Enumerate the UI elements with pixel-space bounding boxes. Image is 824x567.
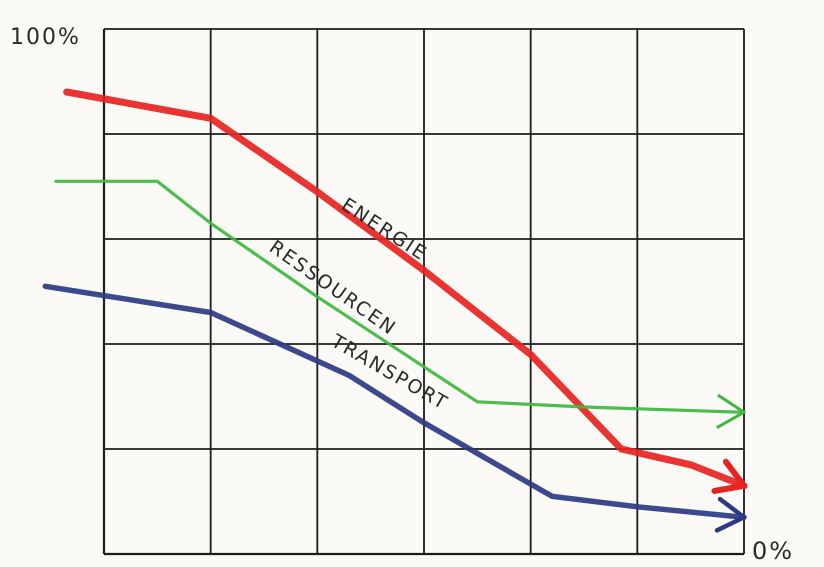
y-tick-label-top: 100% <box>10 25 81 50</box>
series-line-transport <box>42 283 747 521</box>
series-arrowhead-transport <box>714 496 747 533</box>
y-tick-label-bottom: 0% <box>752 537 794 565</box>
grid <box>102 28 745 556</box>
series-arrowhead-ressourcen <box>716 394 746 429</box>
series-group <box>42 88 748 533</box>
series-label-energie: ENERGIE <box>337 194 431 266</box>
series-arrowhead-energie <box>711 458 747 494</box>
series-label-ressourcen: RESSOURCEN <box>265 236 400 340</box>
series-line-energie <box>63 88 748 490</box>
